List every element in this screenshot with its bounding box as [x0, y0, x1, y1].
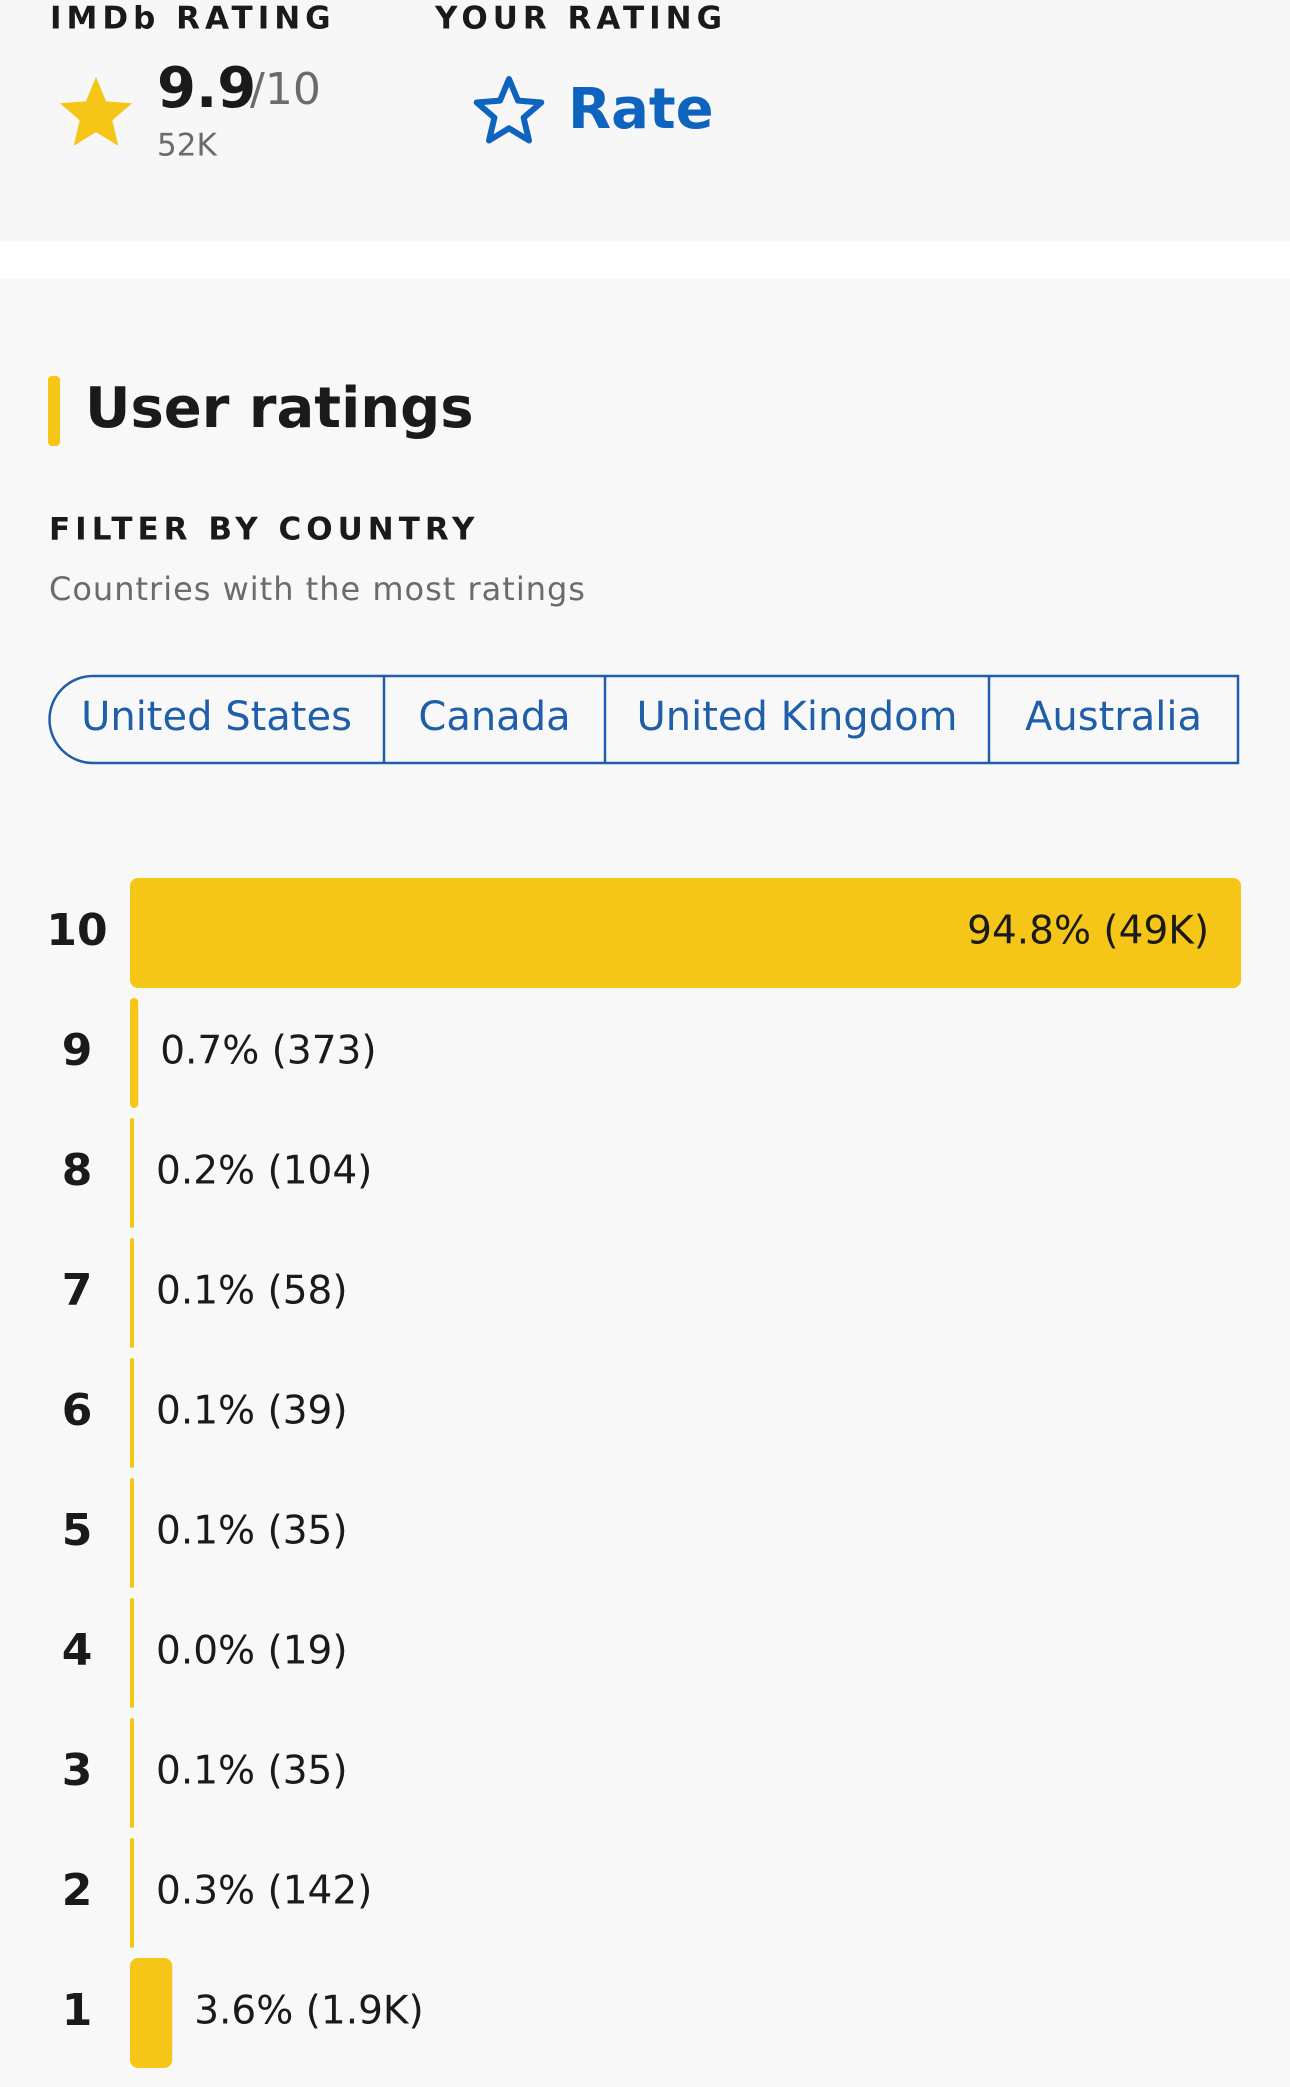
- rating-star-label: 1: [62, 1985, 93, 2036]
- rating-value-label: 0.3% (142): [156, 1869, 372, 1914]
- country-filter-label[interactable]: United Kingdom: [636, 694, 957, 740]
- filter-group-border: [48, 674, 1240, 765]
- separator: [0, 241, 1290, 279]
- country-filters: United States Canada United Kingdom Austral…: [49, 676, 1238, 763]
- rating-bar: [130, 1838, 134, 1948]
- country-filter-button[interactable]: Australia: [987, 676, 1238, 763]
- star-icon: [59, 77, 133, 146]
- rating-star-label: 4: [62, 1625, 93, 1676]
- rating-value-label: 0.7% (373): [160, 1029, 376, 1074]
- rating-star-label: 7: [62, 1265, 93, 1316]
- rating-chart: 10 94.8% (49K) 9 0.7% (373) 8 0.2% (104) 7 0.1%…: [46, 878, 1242, 2068]
- country-filter-button[interactable]: Canada: [382, 676, 605, 763]
- rating-bar: [130, 1478, 134, 1588]
- rate-star-icon: [473, 76, 545, 144]
- rating-value-label: 0.1% (35): [156, 1509, 348, 1554]
- rating-star-label: 2: [62, 1865, 93, 1916]
- header-background: [0, 0, 1290, 241]
- filter-subtitle: Countries with the most ratings: [49, 570, 586, 608]
- rating-bar: [130, 1958, 173, 2068]
- country-filter-label[interactable]: United States: [81, 694, 352, 740]
- rating-star-label: 3: [62, 1745, 93, 1796]
- rating-value-label: 94.8% (49K): [967, 909, 1209, 954]
- filter-label: FILTER BY COUNTRY: [49, 512, 479, 548]
- imdb-rating-label: IMDb RATING: [50, 1, 336, 37]
- rate-text[interactable]: Rate: [568, 77, 714, 142]
- country-filter-button[interactable]: United Kingdom: [603, 676, 989, 763]
- section-title: User ratings: [85, 376, 474, 441]
- rating-value-label: 0.1% (35): [156, 1749, 348, 1794]
- rating-bar: [130, 1118, 134, 1228]
- your-rating-label: YOUR RATING: [434, 1, 727, 37]
- rating-value-label: 0.1% (58): [156, 1269, 348, 1314]
- country-filter-label[interactable]: Australia: [1025, 694, 1202, 740]
- title-accent: [48, 376, 60, 446]
- rating-bar: [130, 878, 1242, 988]
- country-filter-label[interactable]: Canada: [418, 694, 570, 740]
- rating-value-label: 0.2% (104): [156, 1149, 372, 1194]
- rating-value-label: 0.0% (19): [156, 1629, 348, 1674]
- rating-value-label: 0.1% (39): [156, 1389, 348, 1434]
- rate-button[interactable]: Rate: [470, 70, 714, 155]
- rating-scale: /10: [250, 64, 321, 115]
- rating-star-label: 8: [62, 1145, 93, 1196]
- rating-bar: [130, 1598, 134, 1708]
- rating-star-label: 10: [46, 905, 107, 956]
- rating-star-label: 6: [62, 1385, 93, 1436]
- rating-value-label: 3.6% (1.9K): [194, 1989, 424, 2034]
- rating-bar: [130, 1358, 134, 1468]
- rating-star-label: 9: [62, 1025, 93, 1076]
- rating-count: 52K: [157, 128, 217, 164]
- rating-bar: [130, 1718, 134, 1828]
- rating-bar: [130, 998, 139, 1108]
- rating-value: 9.9: [157, 56, 256, 121]
- rating-star-label: 5: [62, 1505, 93, 1556]
- section-background: [0, 279, 1290, 2083]
- rating-bar: [130, 1238, 134, 1348]
- country-filter-button[interactable]: United States: [49, 676, 384, 763]
